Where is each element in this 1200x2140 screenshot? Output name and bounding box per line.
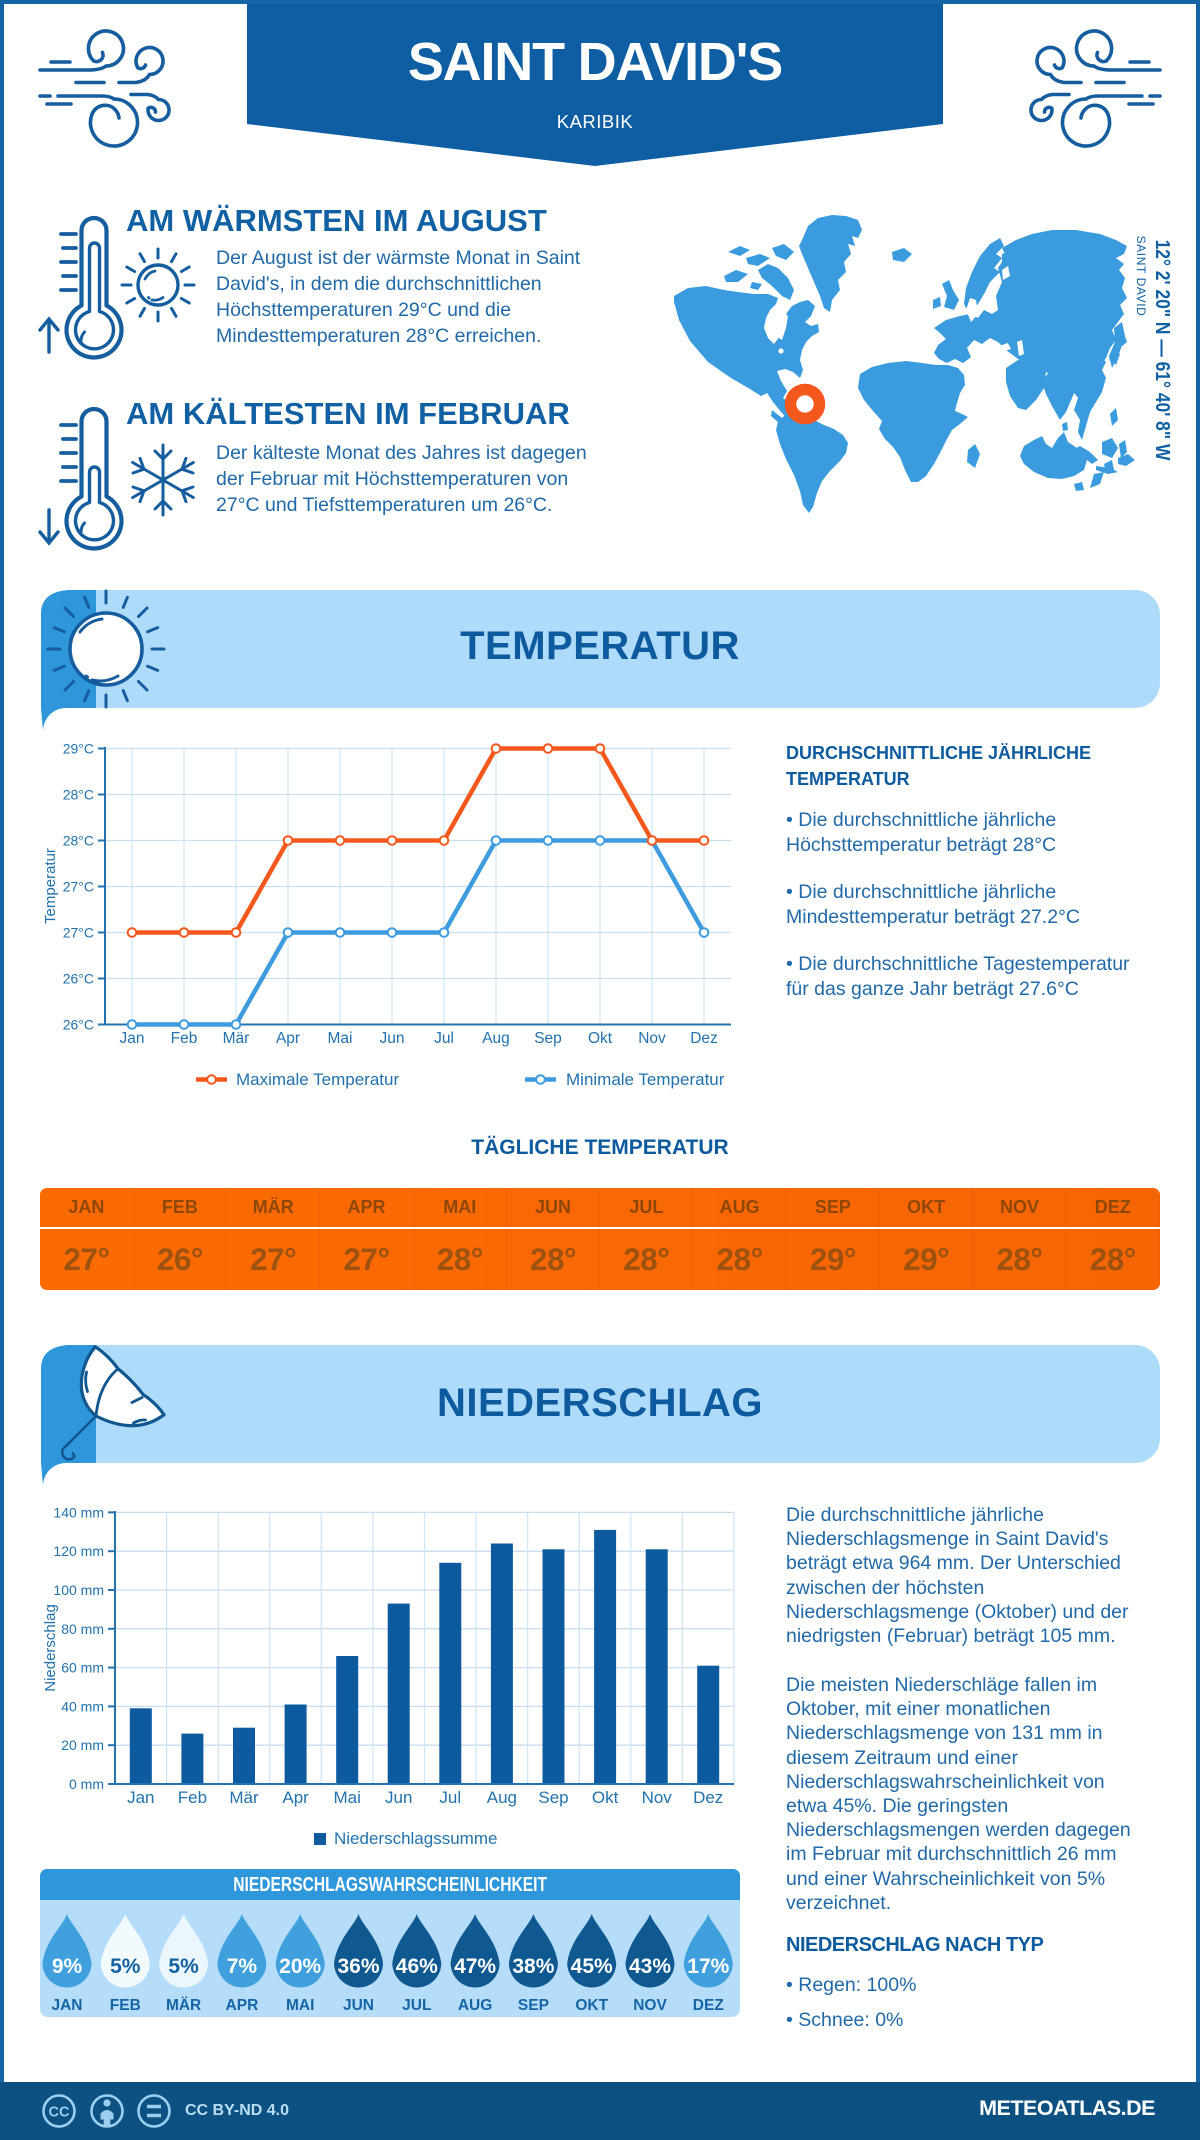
svg-text:Aug: Aug <box>487 1788 517 1807</box>
svg-text:Niederschlag: Niederschlag <box>42 1604 59 1692</box>
svg-text:Aug: Aug <box>482 1030 510 1047</box>
svg-text:JUL: JUL <box>402 1997 431 2014</box>
svg-text:FEB: FEB <box>110 1997 141 2014</box>
svg-text:7%: 7% <box>227 1955 258 1978</box>
svg-text:Maximale Temperatur: Maximale Temperatur <box>236 1070 399 1089</box>
svg-text:43%: 43% <box>629 1955 671 1978</box>
svg-text:Mär: Mär <box>223 1030 250 1047</box>
svg-text:46%: 46% <box>396 1955 438 1978</box>
svg-text:Sep: Sep <box>534 1030 562 1047</box>
svg-text:JUN: JUN <box>343 1997 374 2014</box>
svg-text:NOV: NOV <box>633 1997 667 2014</box>
svg-text:MAI: MAI <box>286 1997 314 2014</box>
svg-text:Jul: Jul <box>434 1030 454 1047</box>
svg-text:80 mm: 80 mm <box>61 1621 104 1637</box>
svg-text:36%: 36% <box>337 1955 379 1978</box>
svg-text:Nov: Nov <box>638 1030 666 1047</box>
svg-text:CC: CC <box>49 2105 70 2121</box>
svg-text:0 mm: 0 mm <box>69 1776 104 1792</box>
svg-text:20 mm: 20 mm <box>61 1737 104 1753</box>
svg-text:17%: 17% <box>687 1955 729 1978</box>
svg-text:29°C: 29°C <box>63 741 94 757</box>
svg-text:28°C: 28°C <box>63 787 94 803</box>
svg-text:9%: 9% <box>52 1955 83 1978</box>
svg-text:Temperatur: Temperatur <box>42 848 59 924</box>
svg-text:Jun: Jun <box>385 1788 412 1807</box>
svg-text:APR: APR <box>226 1997 259 2014</box>
svg-text:Mai: Mai <box>333 1788 360 1807</box>
svg-text:28°C: 28°C <box>63 833 94 849</box>
svg-text:40 mm: 40 mm <box>61 1698 104 1714</box>
svg-text:Feb: Feb <box>171 1030 198 1047</box>
svg-text:27°C: 27°C <box>63 925 94 941</box>
svg-text:60 mm: 60 mm <box>61 1660 104 1676</box>
svg-text:AUG: AUG <box>458 1997 492 2014</box>
svg-text:Niederschlagssumme: Niederschlagssumme <box>334 1829 497 1848</box>
svg-text:OKT: OKT <box>575 1997 608 2014</box>
svg-text:120 mm: 120 mm <box>53 1543 104 1559</box>
svg-text:45%: 45% <box>571 1955 613 1978</box>
svg-text:38%: 38% <box>512 1955 554 1978</box>
svg-text:Dez: Dez <box>693 1788 723 1807</box>
svg-text:Nov: Nov <box>642 1788 673 1807</box>
svg-text:26°C: 26°C <box>63 971 94 987</box>
svg-text:26°C: 26°C <box>63 1017 94 1033</box>
svg-text:Jun: Jun <box>380 1030 405 1047</box>
svg-text:20%: 20% <box>279 1955 321 1978</box>
svg-text:27°C: 27°C <box>63 879 94 895</box>
svg-text:5%: 5% <box>110 1955 141 1978</box>
svg-text:140 mm: 140 mm <box>53 1504 104 1520</box>
svg-text:SEP: SEP <box>518 1997 549 2014</box>
svg-text:MÄR: MÄR <box>166 1997 201 2014</box>
svg-text:Apr: Apr <box>276 1030 300 1047</box>
svg-text:Mär: Mär <box>229 1788 259 1807</box>
svg-text:Okt: Okt <box>588 1030 613 1047</box>
svg-text:JAN: JAN <box>51 1997 82 2014</box>
svg-text:Okt: Okt <box>592 1788 619 1807</box>
svg-text:Minimale Temperatur: Minimale Temperatur <box>566 1070 725 1089</box>
svg-text:Apr: Apr <box>282 1788 309 1807</box>
svg-text:47%: 47% <box>454 1955 496 1978</box>
svg-text:Dez: Dez <box>690 1030 718 1047</box>
svg-text:Jan: Jan <box>120 1030 145 1047</box>
svg-text:100 mm: 100 mm <box>53 1582 104 1598</box>
svg-text:5%: 5% <box>168 1955 199 1978</box>
svg-text:Jul: Jul <box>439 1788 461 1807</box>
svg-text:Sep: Sep <box>538 1788 568 1807</box>
svg-text:DEZ: DEZ <box>693 1997 725 2014</box>
svg-text:Jan: Jan <box>127 1788 154 1807</box>
svg-text:Mai: Mai <box>328 1030 353 1047</box>
svg-text:Feb: Feb <box>178 1788 207 1807</box>
